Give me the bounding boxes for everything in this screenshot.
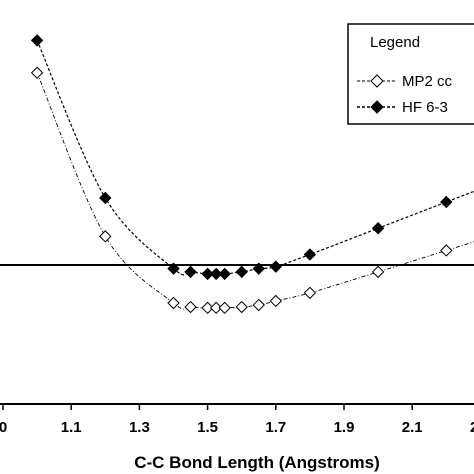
x-axis-ticks: 0 1.1 1.3 1.5 1.7 1.9 2.1 2.3 [0,404,474,436]
hf-data-point-filled-diamond-icon [218,267,231,281]
legend: Legend MP2 cc HF 6-3 [347,23,474,125]
mp2-data-point-open-diamond-icon [209,301,223,315]
legend-marker-hf-filled-diamond-icon [370,100,384,114]
mp2-data-point-open-diamond-icon [303,286,317,300]
hf-data-point-filled-diamond-icon [440,195,453,209]
mp2-data-point-open-diamond-icon [371,265,385,279]
hf-data-point-filled-diamond-icon [99,191,112,205]
x-tick-label: 1.3 [129,419,150,436]
hf-data-point-filled-diamond-icon [201,267,214,281]
hf-data-point-filled-diamond-icon [235,265,248,279]
series-layer [30,34,474,315]
x-tick-label: 1.7 [265,419,286,436]
legend-marker-mp2-open-diamond-icon [370,74,384,88]
mp2-data-point-open-diamond-icon [235,300,248,314]
hf-data-point-filled-diamond-icon [371,222,385,235]
mp2-data-point-open-diamond-icon [218,301,231,315]
hf-data-point-filled-diamond-icon [269,260,283,273]
legend-title: Legend [370,34,420,51]
x-axis-label: C-C Bond Length (Angstroms) [134,453,380,472]
hf-data-point-filled-diamond-icon [209,267,223,281]
x-tick-label: 2.3 [470,419,474,436]
x-tick-label: 2.1 [402,419,423,436]
hf-data-point-filled-diamond-icon [303,248,317,261]
mp2-data-point-open-diamond-icon [269,294,283,308]
mp2-data-point-open-diamond-icon [99,230,112,243]
x-tick-label: 1.1 [61,419,82,436]
mp2-data-point-open-diamond-icon [201,301,214,315]
x-tick-label: 1.5 [197,419,218,436]
hf-data-point-filled-diamond-icon [167,262,180,275]
legend-entry-hf: HF 6-3 [402,99,448,116]
hf-data-point-filled-diamond-icon [184,265,197,279]
hf-data-point-filled-diamond-icon [252,262,265,275]
mp2-data-point-open-diamond-icon [184,300,197,314]
mp2-data-point-open-diamond-icon [440,244,453,257]
x-tick-label: 1.9 [334,419,355,436]
mp2-data-point-open-diamond-icon [30,66,44,79]
legend-entry-mp2: MP2 cc [402,73,453,90]
hf-data-point-filled-diamond-icon [30,34,44,47]
mp2-data-point-open-diamond-icon [252,298,265,312]
mp2-data-point-open-diamond-icon [167,296,180,310]
x-tick-label: 0 [0,419,7,436]
